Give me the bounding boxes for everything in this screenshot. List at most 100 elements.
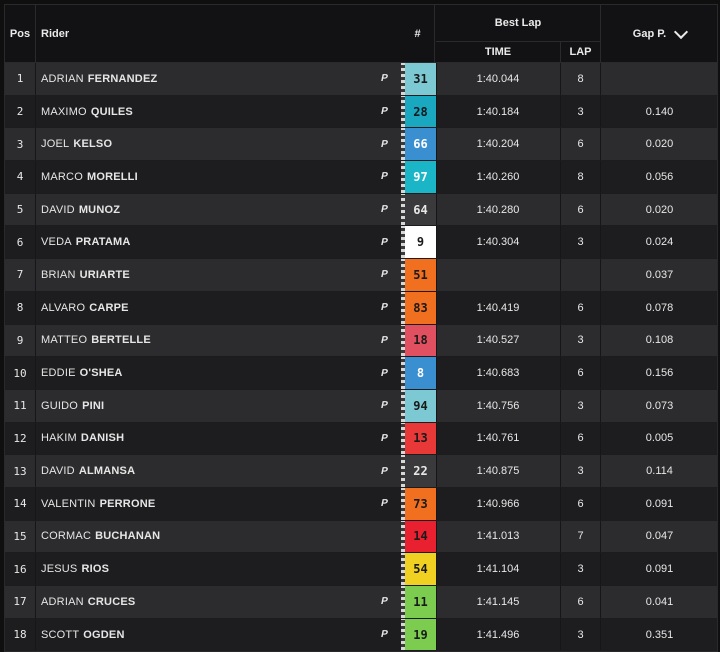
rider-number-badge: 14 <box>405 520 437 553</box>
tyre-icon: P <box>377 455 391 487</box>
best-lap-time: 1:41.013 <box>436 520 561 553</box>
checker-strip <box>401 389 405 422</box>
row-position: 9 <box>5 324 36 357</box>
rider-number-badge: 9 <box>405 226 437 259</box>
row-position: 12 <box>5 422 36 455</box>
rider-name[interactable]: ADRIAN FERNANDEZ <box>41 63 361 95</box>
gap-previous: 0.047 <box>600 520 718 553</box>
checker-strip <box>401 422 405 455</box>
best-lap-number: 3 <box>577 465 584 478</box>
rider-name[interactable]: ADRIAN CRUCES <box>41 586 361 618</box>
header-pos: Pos <box>5 5 36 62</box>
best-lap-number: 3 <box>577 334 584 347</box>
rider-name[interactable]: SCOTT OGDEN <box>41 619 361 651</box>
rider-name[interactable]: GUIDO PINI <box>41 390 361 422</box>
table-row[interactable]: 16 JESUS RIOS 54 1:41.104 3 0.091 <box>5 553 717 586</box>
rider-name[interactable]: VALENTIN PERRONE <box>41 488 361 520</box>
best-lap-time: 1:41.145 <box>436 586 561 618</box>
rider-number-badge: 28 <box>405 95 437 128</box>
rider-name[interactable]: HAKIM DANISH <box>41 423 361 455</box>
rider-name[interactable]: DAVID ALMANSA <box>41 455 361 487</box>
best-lap-time: 1:40.761 <box>436 422 561 455</box>
header-gap-sort[interactable]: Gap P. <box>600 5 718 62</box>
rider-name[interactable]: MARCO MORELLI <box>41 161 361 193</box>
table-row[interactable]: 14 VALENTIN PERRONE P 73 1:40.966 6 0.09… <box>5 487 718 521</box>
table-row[interactable]: 7 BRIAN URIARTE P 51 0.037 <box>5 259 717 292</box>
best-lap-time: 1:40.683 <box>436 357 561 389</box>
row-position: 2 <box>5 95 36 128</box>
table-row[interactable]: 4 MARCO MORELLI P 97 1:40.260 8 0.056 <box>5 161 717 194</box>
rider-name[interactable]: MATTEO BERTELLE <box>41 325 361 357</box>
table-row[interactable]: 3 JOEL KELSO P 66 1:40.204 6 0.020 <box>5 128 718 162</box>
tyre-icon: P <box>377 390 391 422</box>
gap-previous: 0.091 <box>600 487 718 520</box>
row-position: 16 <box>5 553 36 585</box>
table-row[interactable]: 1 ADRIAN FERNANDEZ P 31 1:40.044 8 <box>5 63 717 96</box>
tyre-icon <box>377 553 391 585</box>
gap-previous: 0.078 <box>600 291 718 324</box>
best-lap-number: 8 <box>577 72 584 85</box>
gap-previous: 0.351 <box>600 618 718 651</box>
rider-name[interactable]: JESUS RIOS <box>41 553 361 585</box>
table-row[interactable]: 13 DAVID ALMANSA P 22 1:40.875 3 0.114 <box>5 455 717 488</box>
table-row[interactable]: 11 GUIDO PINI P 94 1:40.756 3 0.073 <box>5 389 717 423</box>
table-row[interactable]: 6 VEDA PRATAMA P 9 1:40.304 3 0.024 <box>5 226 718 260</box>
best-lap-number: 8 <box>577 170 584 183</box>
table-row[interactable]: 15 CORMAC BUCHANAN 14 1:41.013 7 0.047 <box>5 520 718 554</box>
tyre-glyph: P <box>379 236 389 248</box>
tyre-icon: P <box>377 226 391 258</box>
header-time: TIME <box>436 42 561 62</box>
gap-previous: 0.020 <box>600 128 718 161</box>
best-lap-number: 6 <box>577 595 584 608</box>
checker-strip <box>401 553 405 585</box>
rider-name[interactable]: CORMAC BUCHANAN <box>41 521 361 553</box>
rider-last-name: O'SHEA <box>79 367 123 380</box>
rider-number-badge: 73 <box>405 487 437 520</box>
table-row[interactable]: 10 EDDIE O'SHEA P 8 1:40.683 6 0.156 <box>5 357 717 390</box>
rider-last-name: BERTELLE <box>91 334 151 347</box>
rider-last-name: KELSO <box>73 138 113 151</box>
rider-name[interactable]: BRIAN URIARTE <box>41 259 361 291</box>
tyre-glyph: P <box>379 204 389 216</box>
checker-strip <box>401 324 405 357</box>
table-row[interactable]: 8 ALVARO CARPE P 83 1:40.419 6 0.078 <box>5 291 718 325</box>
tyre-glyph: P <box>379 302 389 314</box>
header-lap: LAP <box>569 46 592 58</box>
best-lap-number: 3 <box>577 236 584 249</box>
table-header: Pos Rider # Best Lap TIME LAP Gap P. <box>5 5 717 63</box>
tyre-icon: P <box>377 325 391 357</box>
rider-number-badge: 94 <box>405 389 437 422</box>
rider-name[interactable]: MAXIMO QUILES <box>41 96 361 128</box>
rider-name[interactable]: JOEL KELSO <box>41 128 361 160</box>
rider-first-name: MARCO <box>41 170 83 183</box>
table-row[interactable]: 5 DAVID MUNOZ P 64 1:40.280 6 0.020 <box>5 193 717 227</box>
rider-first-name: ALVARO <box>41 301 86 314</box>
best-lap-number: 6 <box>577 301 584 314</box>
rider-name[interactable]: VEDA PRATAMA <box>41 226 361 258</box>
rider-last-name: MORELLI <box>86 170 138 183</box>
rider-name[interactable]: DAVID MUNOZ <box>41 194 361 226</box>
rider-name[interactable]: EDDIE O'SHEA <box>41 357 361 389</box>
rider-last-name: URIARTE <box>79 268 130 281</box>
chevron-down-icon[interactable] <box>674 24 689 39</box>
table-row[interactable]: 9 MATTEO BERTELLE P 18 1:40.527 3 0.108 <box>5 324 717 358</box>
gap-previous: 0.024 <box>600 226 718 259</box>
rider-number-badge: 19 <box>405 618 437 651</box>
table-row[interactable]: 17 ADRIAN CRUCES P 11 1:41.145 6 0.041 <box>5 586 717 619</box>
tyre-glyph: P <box>379 73 389 85</box>
best-lap-number: 3 <box>577 399 584 412</box>
rider-number-badge: 18 <box>405 324 437 357</box>
gap-previous: 0.140 <box>600 95 718 128</box>
gap-previous: 0.091 <box>600 553 718 585</box>
checker-strip <box>401 520 405 553</box>
tyre-glyph: P <box>379 596 389 608</box>
table-row[interactable]: 2 MAXIMO QUILES P 28 1:40.184 3 0.140 <box>5 95 718 129</box>
rider-name[interactable]: ALVARO CARPE <box>41 292 361 324</box>
rider-first-name: DAVID <box>41 203 75 216</box>
header-best-lap: Best Lap <box>436 5 600 42</box>
table-row[interactable]: 18 SCOTT OGDEN P 19 1:41.496 3 0.351 <box>5 618 718 652</box>
tyre-glyph: P <box>379 465 389 477</box>
rider-first-name: CORMAC <box>41 530 92 543</box>
table-row[interactable]: 12 HAKIM DANISH P 13 1:40.761 6 0.005 <box>5 422 717 456</box>
tyre-icon <box>377 521 391 553</box>
